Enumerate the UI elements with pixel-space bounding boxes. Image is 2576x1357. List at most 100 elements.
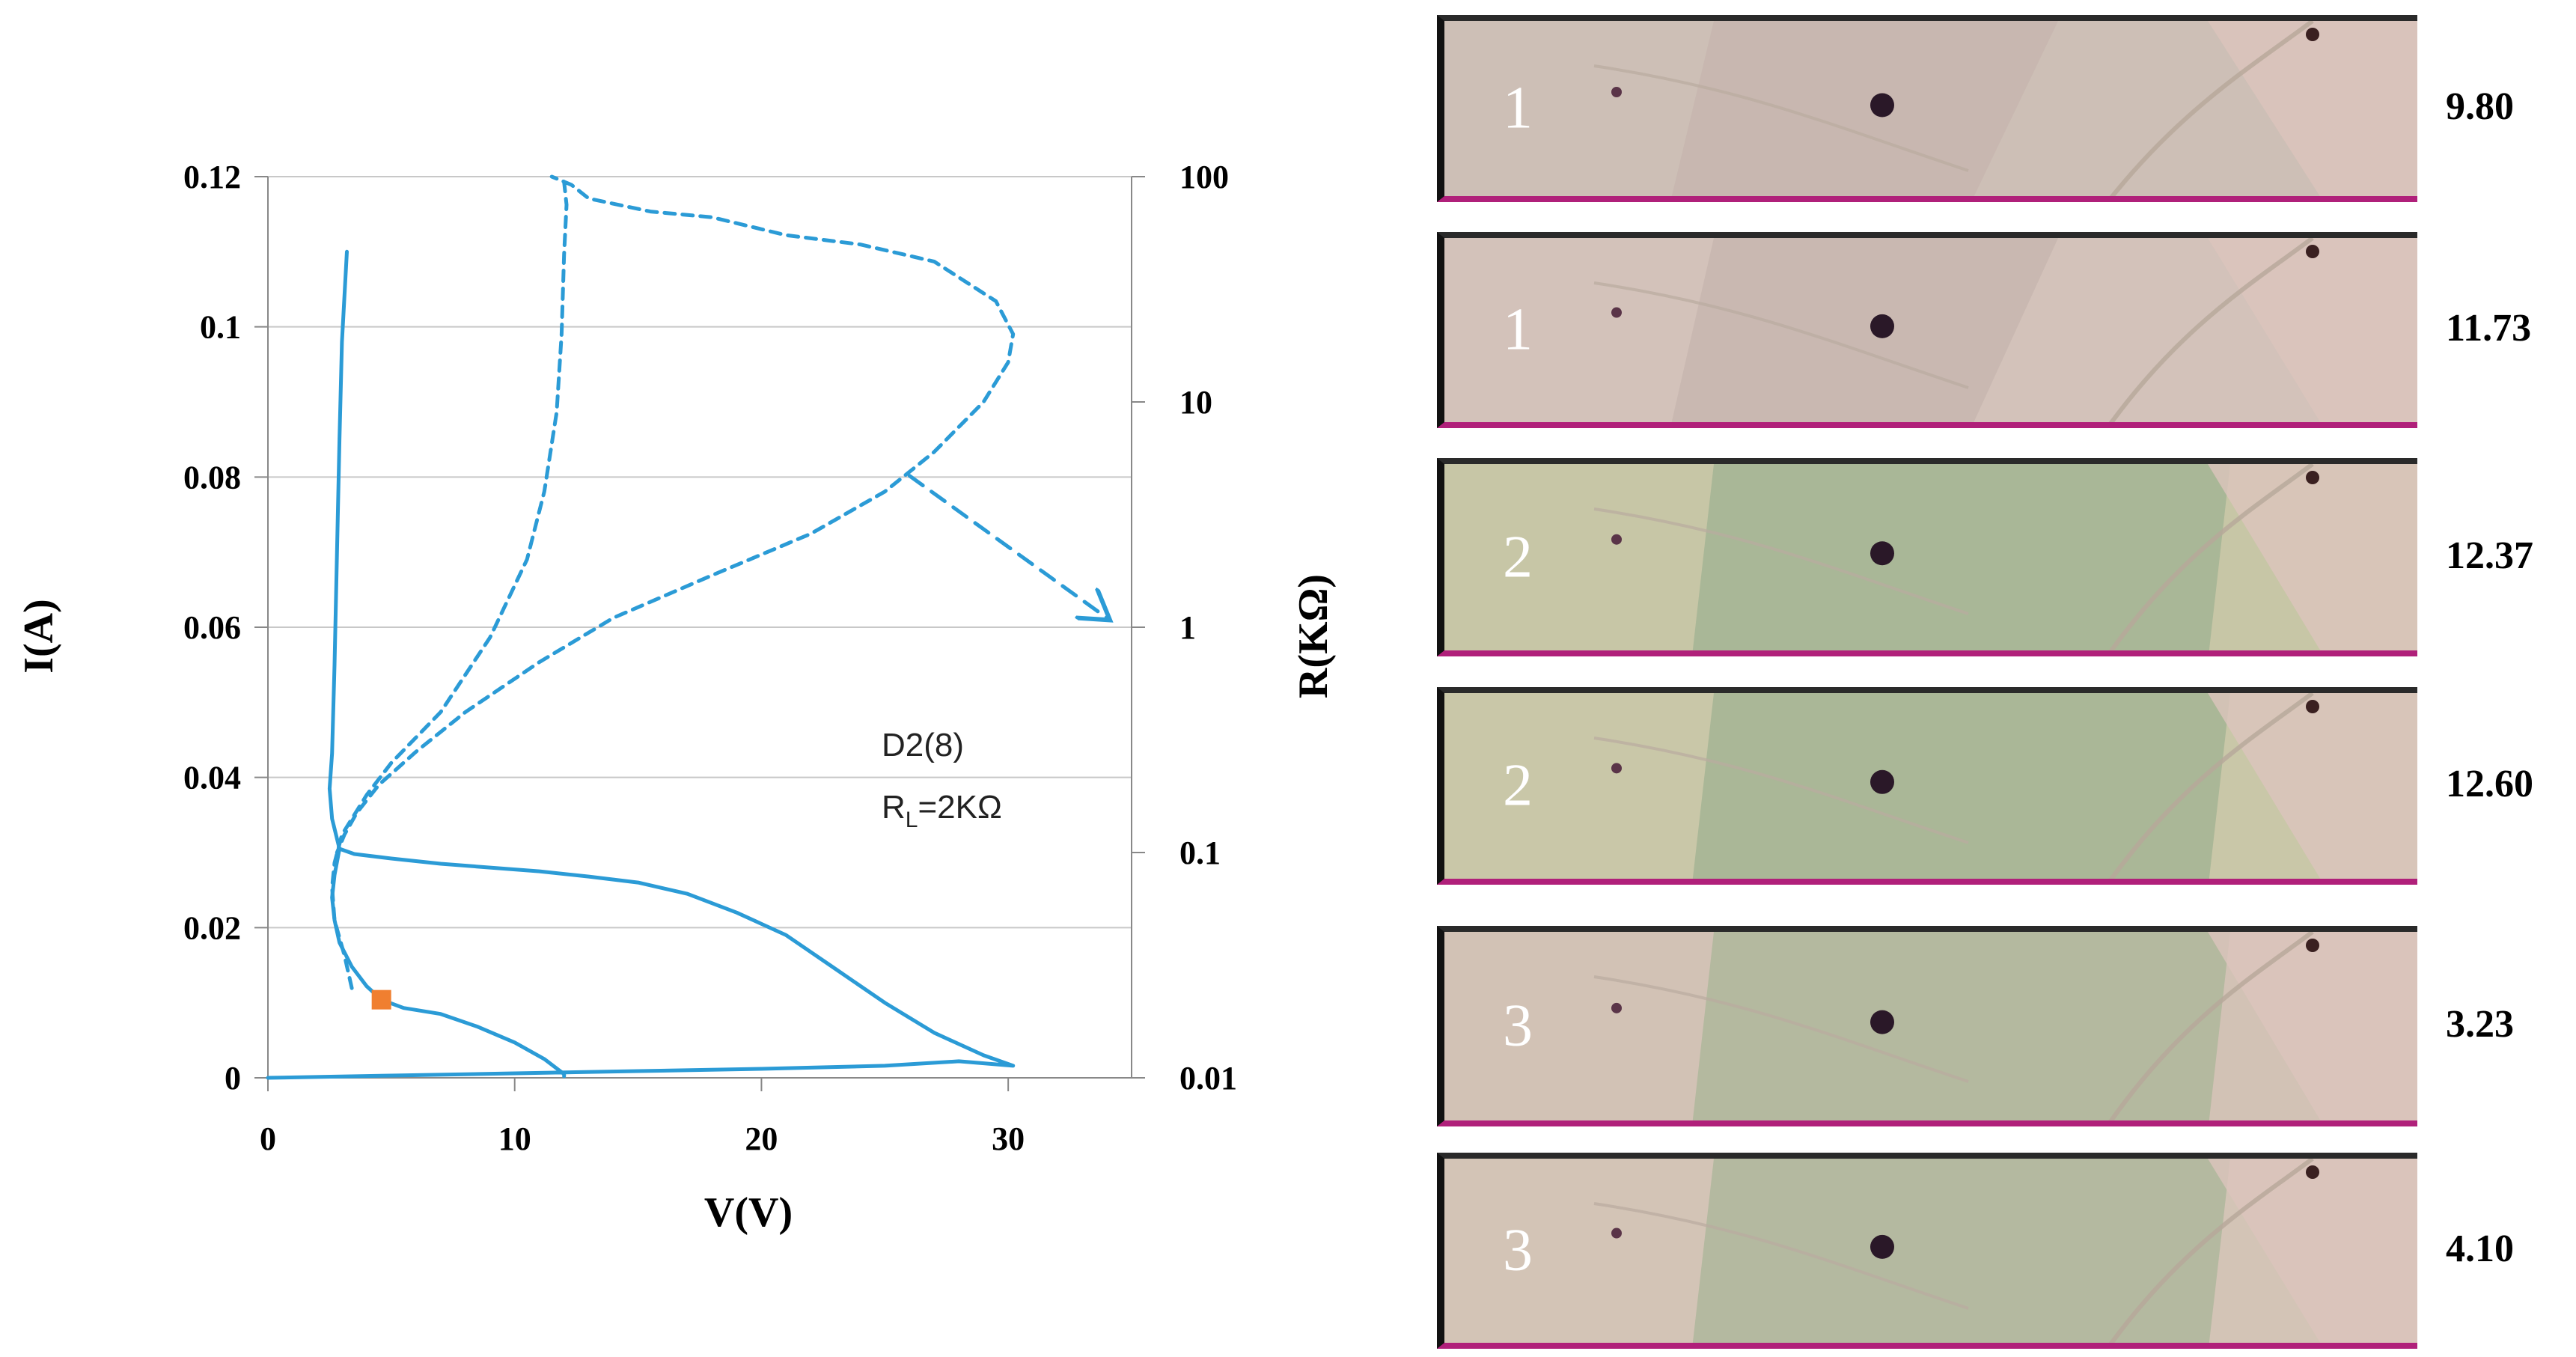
frame-voltage-value: 3.23	[2446, 1003, 2514, 1046]
micrograph-texture	[1444, 464, 2417, 650]
texture-streak	[1593, 507, 1969, 615]
micrograph-frame: 2	[1437, 687, 2417, 885]
domain-region	[1692, 693, 2230, 879]
texture-streak	[1593, 1202, 1969, 1310]
y-tick-label: 0.12	[183, 159, 241, 195]
y-tick-label: 0.02	[183, 909, 241, 946]
bright-region	[2208, 21, 2417, 196]
frame-label: 3	[1503, 1217, 1533, 1284]
defect-dot	[1870, 1010, 1894, 1034]
domain-region	[1692, 1159, 2230, 1343]
texture-streak	[1593, 281, 1969, 389]
y-tick-label: 0.1	[200, 309, 241, 346]
micrograph-frame: 1	[1437, 15, 2417, 202]
defect-dot-small	[1611, 534, 1622, 545]
series-group	[266, 174, 1107, 1080]
edge-defect	[2306, 939, 2319, 952]
frame-label: 2	[1503, 752, 1533, 819]
micrograph-texture	[1444, 932, 2417, 1120]
micrograph-frame: 3	[1437, 1153, 2417, 1349]
frame-label: 2	[1503, 524, 1533, 590]
series-line-i-v	[266, 847, 1016, 1080]
crack-line	[2108, 693, 2314, 879]
annotation-load-main: R	[882, 789, 906, 826]
defect-dot	[1870, 541, 1894, 566]
crack-line	[2109, 21, 2314, 196]
x-tick-label: 0	[260, 1120, 276, 1157]
annotation-device: D2(8)	[882, 727, 964, 763]
bright-region	[2208, 464, 2417, 650]
texture-streak	[1593, 975, 1969, 1083]
frame-voltage-value: 12.60	[2446, 763, 2533, 805]
annotation-load-sub: L	[906, 808, 918, 832]
frame-label: 1	[1503, 75, 1533, 141]
crack-line	[2108, 238, 2314, 422]
domain-region	[1671, 21, 2058, 196]
edge-defect	[2306, 245, 2319, 258]
y-tick-label: 0	[225, 1060, 241, 1097]
crack-line	[2108, 464, 2314, 650]
data-marker	[371, 989, 391, 1010]
domain-region	[1692, 932, 2230, 1120]
iv-chart: 0 0.02 0.04 0.06 0.08 0.1 0.12 0 10 20 30 0.01 0.1 1 1…	[16, 159, 1337, 1236]
x-tick-label: 20	[745, 1120, 778, 1157]
defect-dot	[1870, 93, 1894, 118]
grid-lines	[268, 176, 1132, 929]
defect-dot	[1870, 769, 1894, 794]
texture-streak	[1593, 737, 1969, 844]
defect-dot-small	[1611, 1002, 1622, 1013]
y2-tick-label: 100	[1179, 159, 1229, 195]
series-line-r-arrow	[907, 474, 1107, 618]
y2-axis-title: R(KΩ)	[1290, 574, 1337, 698]
annotation-load: RL=2KΩ	[882, 789, 1002, 832]
marker-group	[371, 989, 391, 1010]
frame-voltage-value: 9.80	[2446, 85, 2514, 128]
y-tick-label: 0.06	[183, 609, 241, 646]
frame-voltage-value: 4.10	[2446, 1228, 2514, 1270]
edge-defect	[2306, 700, 2319, 713]
domain-region	[1671, 238, 2058, 422]
defect-dot-small	[1611, 763, 1622, 774]
series-line-i-v-upper-branch	[327, 249, 349, 851]
y-axis-title: I(A)	[16, 599, 62, 674]
texture-streak	[1593, 64, 1969, 172]
frame-label: 3	[1503, 992, 1533, 1059]
defect-dot	[1870, 314, 1894, 338]
frame-voltage-value: 11.73	[2446, 307, 2532, 350]
bright-region	[2208, 1159, 2417, 1343]
axes: 0 0.02 0.04 0.06 0.08 0.1 0.12 0 10 20 30 0.01 0.1 1 1…	[183, 159, 1237, 1157]
y2-tick-label: 1	[1179, 609, 1196, 646]
bright-region	[2208, 932, 2417, 1120]
y2-tick-label: 0.01	[1179, 1060, 1237, 1097]
domain-region	[1692, 464, 2230, 650]
annotation-load-rest: =2KΩ	[918, 789, 1001, 826]
micrograph-texture	[1444, 693, 2417, 879]
x-tick-label: 10	[498, 1120, 531, 1157]
x-tick-label: 30	[992, 1120, 1025, 1157]
edge-defect	[2306, 471, 2319, 484]
defect-dot	[1870, 1234, 1894, 1259]
bright-region	[2208, 238, 2417, 422]
y-tick-label: 0.08	[183, 459, 241, 495]
frame-label: 1	[1503, 296, 1533, 363]
crack-line	[2108, 932, 2314, 1120]
micrograph-frame: 2	[1437, 458, 2417, 656]
y2-tick-label: 0.1	[1179, 835, 1221, 871]
series-line-r-increasing-v	[330, 174, 1016, 990]
bright-region	[2208, 693, 2417, 879]
micrograph-texture	[1444, 238, 2417, 422]
edge-defect	[2306, 28, 2319, 41]
defect-dot-small	[1611, 1228, 1622, 1239]
y-tick-label: 0.04	[183, 760, 241, 796]
y2-tick-label: 10	[1179, 384, 1212, 421]
frame-voltage-value: 12.37	[2446, 534, 2533, 577]
defect-dot-small	[1611, 307, 1622, 318]
defect-dot-small	[1611, 87, 1622, 97]
micrograph-texture	[1444, 21, 2417, 196]
micrograph-frame: 3	[1437, 926, 2417, 1126]
edge-defect	[2306, 1165, 2319, 1179]
x-axis-title: V(V)	[704, 1189, 793, 1236]
crack-line	[2108, 1159, 2314, 1343]
micrograph-texture	[1444, 1159, 2417, 1343]
micrograph-frame: 1	[1437, 232, 2417, 428]
